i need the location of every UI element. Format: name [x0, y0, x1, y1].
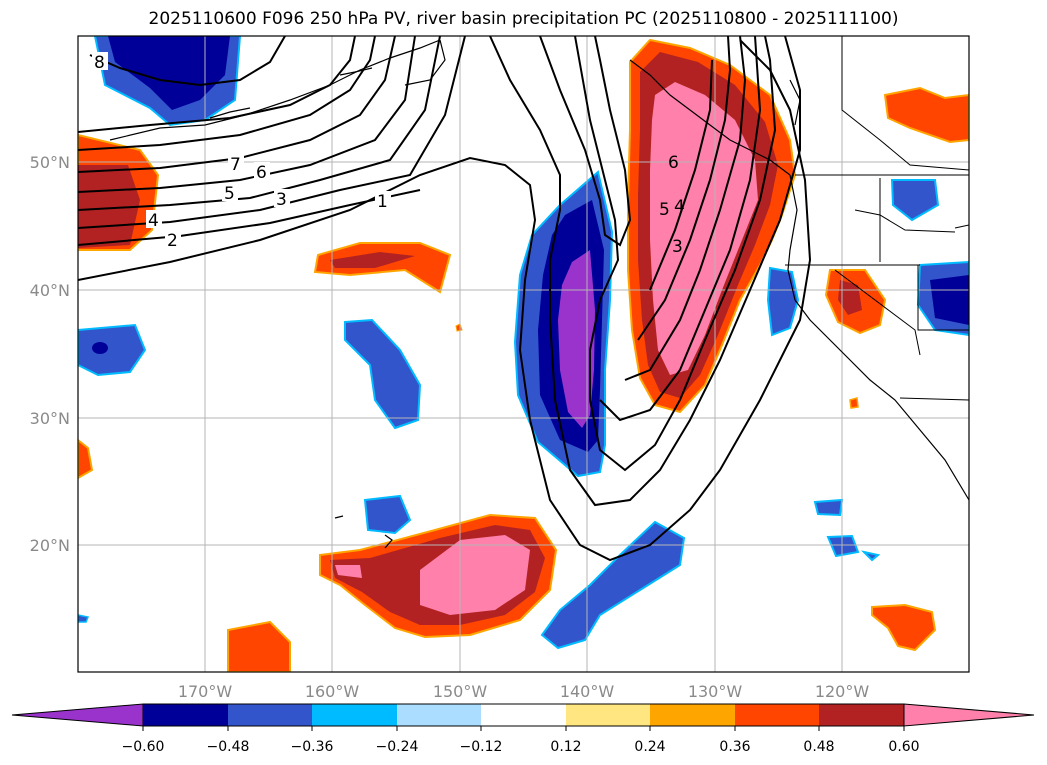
contour-label: 2 [167, 231, 178, 251]
contour-label: 7 [230, 155, 241, 175]
colorbar-bin [397, 704, 481, 726]
colorbar-tick: 0.48 [803, 739, 834, 755]
lat-label-50n: 50°N [30, 153, 70, 172]
colorbar-tick: −0.24 [376, 739, 419, 755]
colorbar-bin [650, 704, 735, 726]
colorbar-bin [735, 704, 819, 726]
colorbar-ticks: −0.60 −0.48 −0.36 −0.24 −0.12 0.12 0.24 … [122, 739, 920, 755]
colorbar-extend-right [903, 703, 1035, 727]
lon-label-150w: 150°W [433, 682, 488, 701]
colorbar-bin [566, 704, 650, 726]
colorbar-extend-left [11, 703, 144, 727]
lat-label-30n: 30°N [30, 409, 70, 428]
latitude-labels: 50°N 40°N 30°N 20°N [30, 153, 70, 555]
pv-contours [78, 36, 812, 562]
contour-label: 4 [674, 197, 685, 217]
colorbar-bin [228, 704, 312, 726]
contour-label: 5 [659, 200, 670, 220]
lon-label-170w: 170°W [178, 682, 233, 701]
colorbar-bin [819, 704, 904, 726]
longitude-labels: 170°W 160°W 150°W 140°W 130°W 120°W [178, 682, 870, 701]
contour-label: 4 [148, 211, 159, 231]
colorbar-bin [143, 704, 228, 726]
graticule [78, 36, 969, 672]
negative-anomaly-areas [78, 36, 969, 650]
lon-label-130w: 130°W [688, 682, 743, 701]
colorbar-tick: −0.48 [207, 739, 250, 755]
colorbar-tick: −0.36 [291, 739, 334, 755]
colorbar-bin [312, 704, 397, 726]
colorbar-bin [481, 704, 566, 726]
contour-label: 5 [224, 184, 235, 204]
lon-label-140w: 140°W [560, 682, 615, 701]
contour-label: 3 [276, 190, 287, 210]
contour-label: 3 [672, 237, 683, 257]
political-borders [785, 36, 969, 401]
colorbar-tick: −0.12 [460, 739, 503, 755]
colorbar-tick: 0.36 [719, 739, 750, 755]
colorbar: −0.60 −0.48 −0.36 −0.24 −0.12 0.12 0.24 … [11, 703, 1035, 755]
contour-labels: 8 7 6 5 4 3 2 1 6 5 4 3 [92, 52, 685, 257]
lat-label-40n: 40°N [30, 281, 70, 300]
colorbar-tick: −0.60 [122, 739, 165, 755]
map-frame [77, 35, 970, 673]
colorbar-tick: 0.24 [634, 739, 665, 755]
chart-title: 2025110600 F096 250 hPa PV, river basin … [148, 9, 899, 29]
contour-label: 1 [377, 192, 388, 212]
colorbar-tick: 0.12 [550, 739, 581, 755]
contour-label: 8 [94, 53, 105, 73]
coastlines [109, 39, 969, 549]
lon-label-120w: 120°W [815, 682, 870, 701]
map-plot-area [78, 36, 969, 672]
lon-label-160w: 160°W [305, 682, 360, 701]
colorbar-tick: 0.60 [888, 739, 919, 755]
lat-label-20n: 20°N [30, 536, 70, 555]
contour-label: 6 [256, 163, 267, 183]
contour-label: 6 [668, 153, 679, 173]
